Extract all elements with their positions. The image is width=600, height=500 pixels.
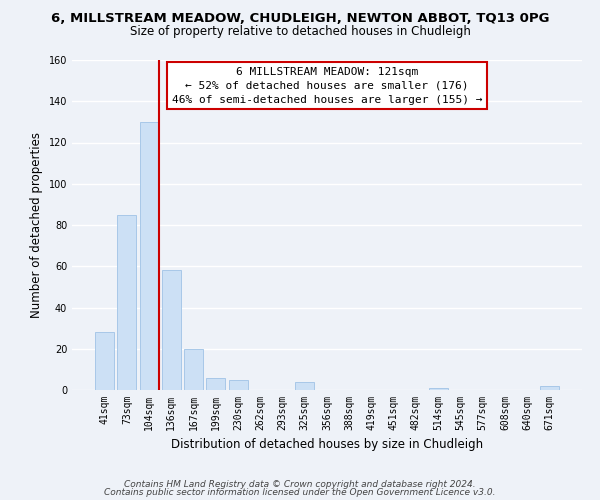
Bar: [140, 122, 158, 390]
Bar: [429, 388, 448, 390]
Bar: [162, 270, 181, 390]
Bar: [229, 380, 248, 390]
Bar: [95, 332, 114, 390]
Bar: [206, 378, 225, 390]
Text: 6, MILLSTREAM MEADOW, CHUDLEIGH, NEWTON ABBOT, TQ13 0PG: 6, MILLSTREAM MEADOW, CHUDLEIGH, NEWTON …: [51, 12, 549, 26]
Bar: [184, 349, 203, 390]
Bar: [540, 386, 559, 390]
Text: 6 MILLSTREAM MEADOW: 121sqm
← 52% of detached houses are smaller (176)
46% of se: 6 MILLSTREAM MEADOW: 121sqm ← 52% of det…: [172, 66, 482, 104]
Text: Size of property relative to detached houses in Chudleigh: Size of property relative to detached ho…: [130, 25, 470, 38]
Text: Contains HM Land Registry data © Crown copyright and database right 2024.: Contains HM Land Registry data © Crown c…: [124, 480, 476, 489]
Text: Contains public sector information licensed under the Open Government Licence v3: Contains public sector information licen…: [104, 488, 496, 497]
Bar: [118, 214, 136, 390]
Y-axis label: Number of detached properties: Number of detached properties: [30, 132, 43, 318]
Bar: [295, 382, 314, 390]
X-axis label: Distribution of detached houses by size in Chudleigh: Distribution of detached houses by size …: [171, 438, 483, 452]
